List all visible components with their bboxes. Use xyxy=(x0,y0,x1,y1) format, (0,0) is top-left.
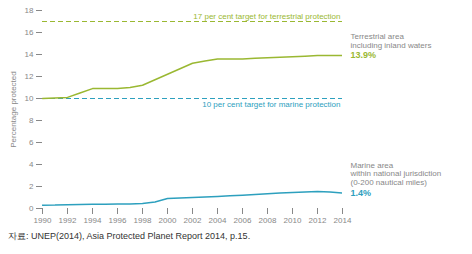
svg-text:2012: 2012 xyxy=(309,216,327,225)
svg-text:6: 6 xyxy=(29,138,34,147)
svg-text:2000: 2000 xyxy=(159,216,177,225)
svg-text:8: 8 xyxy=(29,116,34,125)
svg-text:4: 4 xyxy=(29,160,34,169)
svg-text:17 per cent target for terrest: 17 per cent target for terrestrial prote… xyxy=(193,12,340,21)
svg-text:1996: 1996 xyxy=(109,216,127,225)
svg-text:10: 10 xyxy=(25,94,34,103)
svg-text:2010: 2010 xyxy=(284,216,302,225)
svg-text:0: 0 xyxy=(29,204,34,213)
svg-text:10 per cent target for marine: 10 per cent target for marine protection xyxy=(202,100,340,109)
svg-text:2008: 2008 xyxy=(259,216,277,225)
svg-text:18: 18 xyxy=(25,6,34,15)
svg-text:Terrestrial areaincluding inla: Terrestrial areaincluding inland waters xyxy=(351,32,432,50)
svg-text:1990: 1990 xyxy=(34,216,52,225)
svg-text:Percentage protected: Percentage protected xyxy=(9,71,18,148)
svg-text:2002: 2002 xyxy=(184,216,202,225)
svg-text:2004: 2004 xyxy=(209,216,227,225)
svg-text:Marine areawithin national jur: Marine areawithin national jurisdiction(… xyxy=(350,161,442,188)
html-text:자료: UNEP(2014), Asia Protected: 자료: UNEP(2014), Asia Protected Planet Re… xyxy=(8,231,251,241)
svg-text:1.4%: 1.4% xyxy=(351,188,372,198)
svg-text:14: 14 xyxy=(25,50,34,59)
svg-text:13.9%: 13.9% xyxy=(351,50,377,60)
svg-text:12: 12 xyxy=(25,72,34,81)
svg-text:16: 16 xyxy=(25,28,34,37)
svg-text:2: 2 xyxy=(29,182,34,191)
svg-text:2006: 2006 xyxy=(234,216,252,225)
svg-text:1994: 1994 xyxy=(84,216,102,225)
svg-text:1992: 1992 xyxy=(59,216,77,225)
svg-text:1998: 1998 xyxy=(134,216,152,225)
svg-text:2014: 2014 xyxy=(334,216,352,225)
